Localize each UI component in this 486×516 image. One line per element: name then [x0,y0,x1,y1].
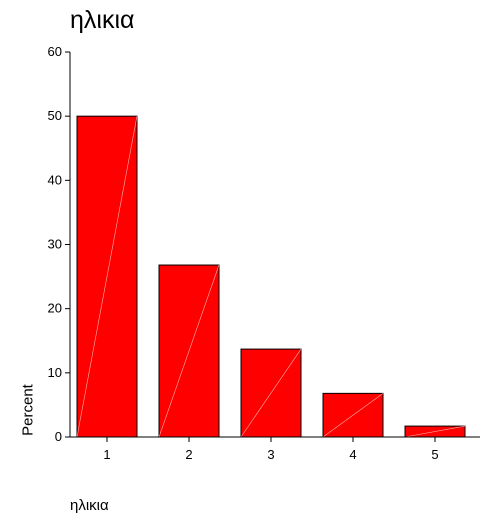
y-tick-label: 60 [48,44,62,59]
bar-shading-line [240,348,302,438]
x-tick-label: 1 [103,447,110,462]
chart-title: ηλικια [70,6,135,34]
y-tick-label: 20 [48,301,62,316]
x-tick-label: 4 [349,447,356,462]
bars-group [76,115,466,438]
y-tick-label: 40 [48,172,62,187]
y-ticks-group: 0 10 20 30 40 50 60 [48,44,70,444]
x-ticks-group: 1 2 3 4 5 [103,437,439,462]
x-tick-label: 2 [185,447,192,462]
bar-shading-line [404,425,466,438]
bar-shading-line [322,393,384,438]
bar-shading-line [158,264,220,438]
x-axis-title: ηλικια [70,497,109,514]
y-tick-label: 50 [48,108,62,123]
y-tick-label: 0 [55,429,62,444]
y-tick-label: 30 [48,237,62,252]
bar-shading-line [76,116,138,438]
y-tick-label: 10 [48,365,62,380]
x-tick-label: 3 [267,447,274,462]
x-tick-label: 5 [431,447,438,462]
